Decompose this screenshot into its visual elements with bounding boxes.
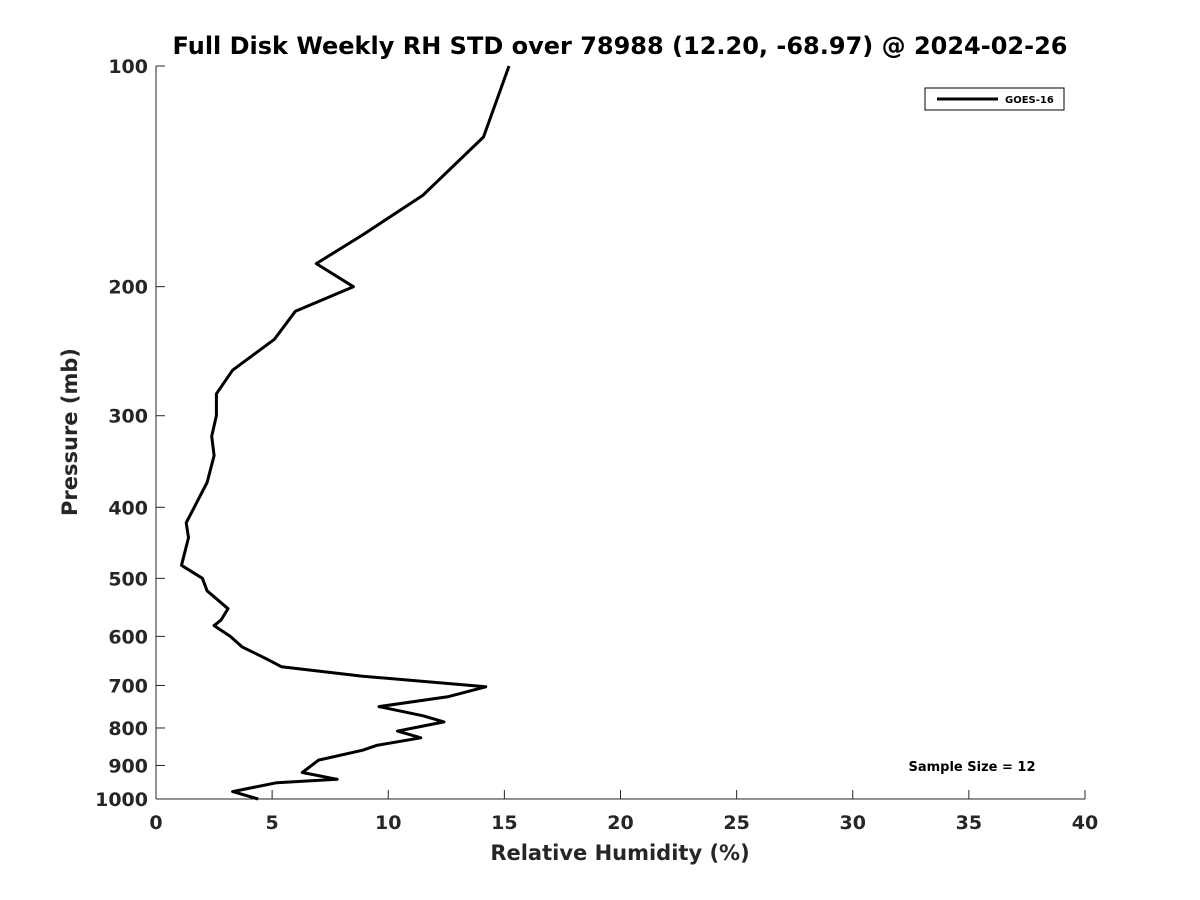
x-tick-label: 25 [723, 812, 749, 834]
y-tick-label: 900 [108, 755, 148, 777]
y-tick-label: 500 [108, 568, 148, 590]
x-axis: 0 5 10 15 20 25 30 35 40 [149, 790, 1098, 834]
x-tick-label: 5 [266, 812, 279, 834]
y-tick-label: 400 [108, 497, 148, 519]
sample-size-annotation: Sample Size = 12 [908, 760, 1035, 775]
x-axis-label: Relative Humidity (%) [490, 841, 749, 865]
y-tick-label: 800 [108, 718, 148, 740]
y-axis-label: Pressure (mb) [58, 348, 82, 516]
x-tick-label: 35 [956, 812, 982, 834]
series-line-goes-16 [180, 65, 511, 801]
x-tick-label: 40 [1072, 812, 1098, 834]
x-tick-label: 0 [149, 812, 162, 834]
plot-axes [155, 66, 1085, 800]
y-tick-label: 100 [108, 56, 148, 78]
legend-label-goes-16: GOES-16 [1005, 95, 1054, 106]
chart-title: Full Disk Weekly RH STD over 78988 (12.2… [173, 32, 1068, 60]
y-tick-label: 1000 [95, 789, 148, 811]
y-tick-label: 200 [108, 277, 148, 299]
x-tick-label: 15 [491, 812, 517, 834]
x-tick-label: 10 [375, 812, 401, 834]
y-axis: 100 200 300 400 500 600 700 800 900 1000 [95, 56, 165, 811]
legend: GOES-16 [924, 87, 1065, 111]
y-tick-label: 300 [108, 406, 148, 428]
x-tick-label: 30 [840, 812, 866, 834]
y-tick-label: 600 [108, 626, 148, 648]
y-tick-label: 700 [108, 675, 148, 697]
x-tick-label: 20 [607, 812, 633, 834]
